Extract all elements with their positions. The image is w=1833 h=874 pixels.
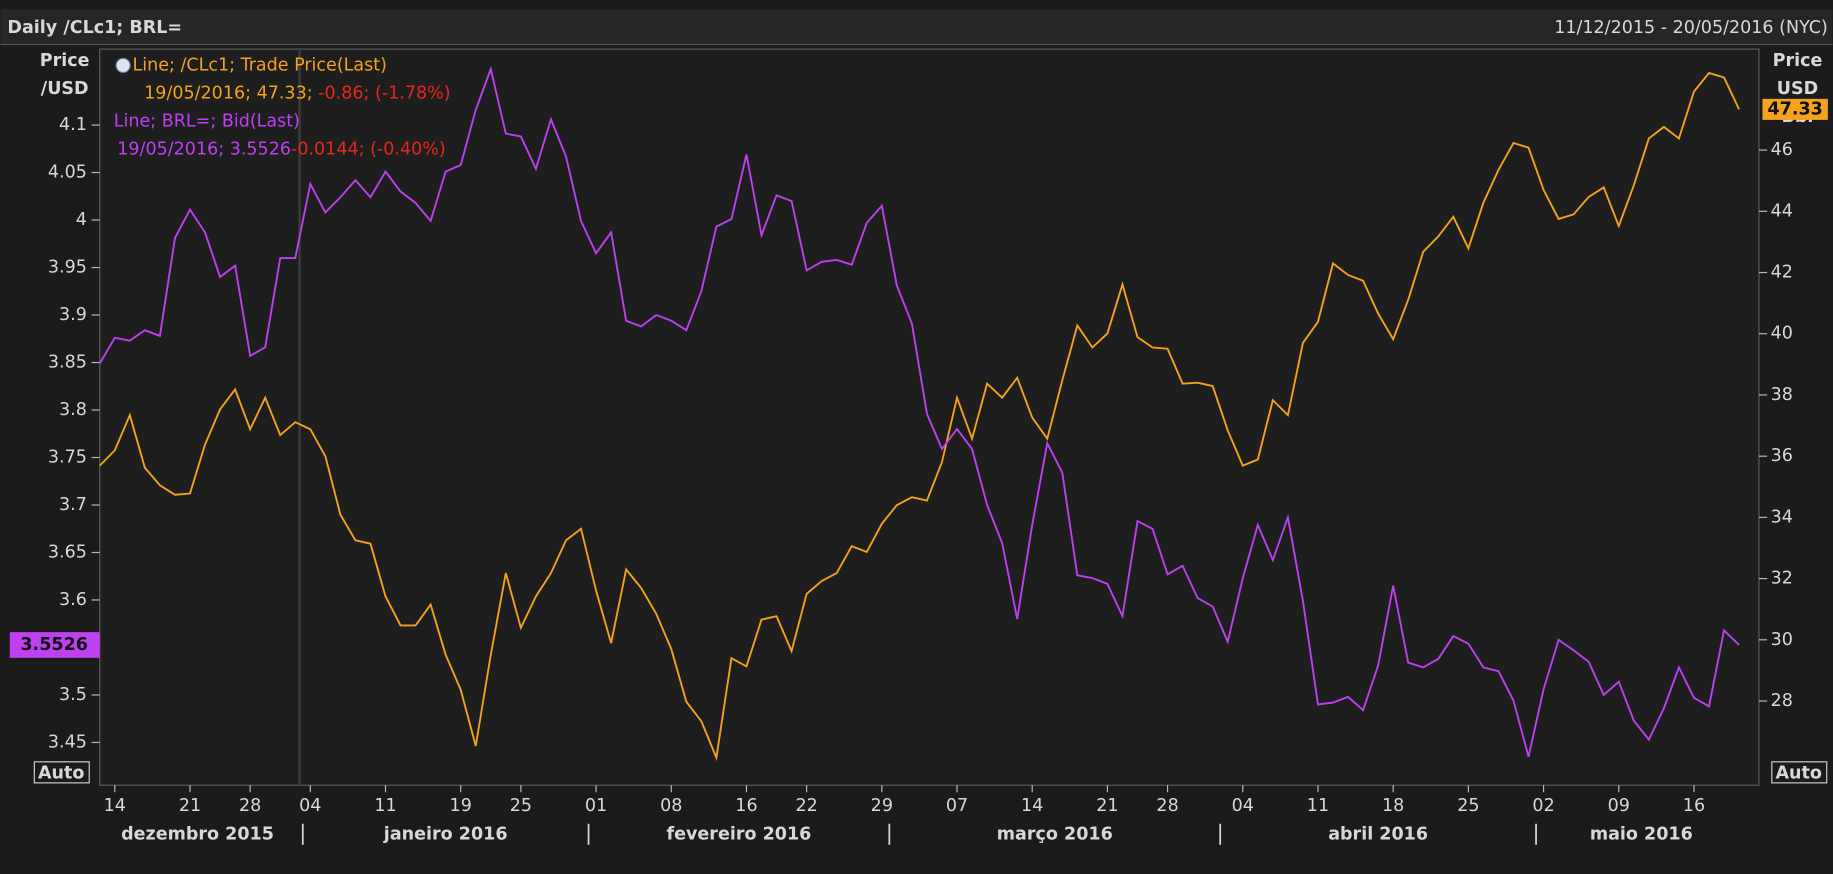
y-tick-label: 3.65 (48, 542, 87, 562)
last-value-label: 3.5526 (20, 635, 88, 655)
x-tick-label: 01 (585, 796, 607, 816)
auto-label[interactable]: Auto (38, 764, 84, 784)
y-tick-label: 3.8 (59, 400, 87, 420)
x-tick-label: 11 (374, 796, 396, 816)
x-tick-label: 25 (1457, 796, 1479, 816)
x-tick-label: 28 (239, 796, 261, 816)
date-range: 11/12/2015 - 20/05/2016 (NYC) (1554, 18, 1828, 38)
series-line (99, 71, 1740, 762)
last-value-tag (9, 632, 100, 658)
y2-tick-label: 46 (1771, 140, 1793, 160)
legend-icon (115, 57, 131, 74)
x-tick-label: 28 (1156, 796, 1178, 816)
x-tick-label: 29 (871, 796, 893, 816)
legend-entry: 19/05/2016; 47.33; -0.86; (-1.78%) (144, 83, 450, 103)
y2-axis-label: USD (1777, 79, 1818, 99)
x-tick-label: 08 (660, 796, 682, 816)
x-tick-label: 19 (450, 796, 472, 816)
y-tick-label: 4 (76, 210, 87, 230)
legend-text: 19/05/2016; 3.5526 (117, 140, 291, 160)
x-tick-label: 09 (1608, 796, 1630, 816)
y2-tick-label: 42 (1771, 263, 1793, 283)
y2-tick-label: 34 (1771, 507, 1793, 527)
last-value-tag (1762, 98, 1828, 120)
legend-text: -0.86; (-1.78%) (318, 83, 450, 103)
legend-text: 19/05/2016; 47.33; (144, 83, 318, 103)
y-axis-label: Price (40, 51, 90, 71)
last-value-label: 47.33 (1767, 99, 1822, 119)
legend-entry: Line; BRL=; Bid(Last) (114, 112, 300, 132)
legend-text: Line; BRL=; Bid(Last) (114, 112, 300, 132)
y-tick-label: 3.5 (59, 685, 87, 705)
y-tick-label: 3.7 (59, 495, 87, 515)
y-tick-label: 3.6 (59, 590, 87, 610)
y2-tick-label: 32 (1771, 569, 1793, 589)
month-label: janeiro 2016 (383, 824, 508, 844)
header-bar (0, 9, 1833, 45)
x-tick-label: 07 (946, 796, 968, 816)
chart-title: Daily /CLc1; BRL= (7, 18, 182, 38)
y2-tick-label: 38 (1771, 385, 1793, 405)
y2-tick-label: 28 (1771, 691, 1793, 711)
y-tick-label: 4.1 (59, 115, 87, 135)
x-tick-label: 11 (1307, 796, 1329, 816)
x-tick-label: 25 (510, 796, 532, 816)
series-line (98, 65, 1740, 757)
x-tick-label: 02 (1532, 796, 1554, 816)
y-axis-label: /USD (41, 79, 89, 99)
x-tick-label: 14 (1021, 796, 1043, 816)
y2-tick-label: 44 (1771, 201, 1793, 221)
y2-tick-label: 30 (1771, 630, 1793, 650)
x-tick-label: 04 (1232, 796, 1254, 816)
y2-tick-label: 36 (1771, 446, 1793, 466)
x-tick-label: 16 (735, 796, 757, 816)
auto-button[interactable] (33, 761, 90, 784)
month-label: dezembro 2015 (121, 824, 274, 844)
y-tick-label: 3.75 (48, 448, 87, 468)
x-tick-label: 16 (1683, 796, 1705, 816)
x-tick-label: 18 (1382, 796, 1404, 816)
y2-tick-label: 40 (1771, 324, 1793, 344)
y-tick-label: 3.95 (48, 258, 87, 278)
month-label: maio 2016 (1590, 824, 1693, 844)
auto-button[interactable] (1771, 761, 1828, 784)
month-label: abril 2016 (1328, 824, 1428, 844)
y-tick-label: 3.45 (48, 732, 87, 752)
month-label: fevereiro 2016 (667, 824, 812, 844)
x-tick-label: 21 (179, 796, 201, 816)
x-tick-label: 21 (1096, 796, 1118, 816)
month-label: março 2016 (997, 824, 1113, 844)
x-tick-label: 14 (104, 796, 126, 816)
legend-text: -0.0144; (-0.40%) (291, 140, 446, 160)
legend-entry: 19/05/2016; 3.5526-0.0144; (-0.40%) (117, 140, 445, 160)
y2-axis-label: Price (1773, 51, 1823, 71)
y-tick-label: 3.9 (59, 305, 87, 325)
legend-entry: Line; /CLc1; Trade Price(Last) (132, 55, 387, 75)
auto-label[interactable]: Auto (1775, 764, 1821, 784)
y-tick-label: 4.05 (48, 163, 87, 183)
legend-text: Line; /CLc1; Trade Price(Last) (132, 55, 387, 75)
y-tick-label: 3.85 (48, 353, 87, 373)
x-tick-label: 04 (299, 796, 321, 816)
x-tick-label: 22 (795, 796, 817, 816)
